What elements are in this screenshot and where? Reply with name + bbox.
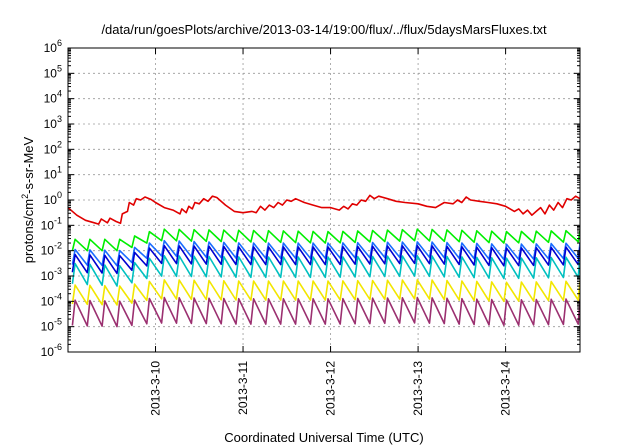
- series-layer: [68, 194, 580, 328]
- y-tick-label: 105: [44, 63, 62, 80]
- chart-title: /data/run/goesPlots/archive/2013-03-14/1…: [101, 22, 547, 37]
- y-tick-label: 102: [44, 139, 62, 156]
- y-tick-label: 100: [44, 190, 62, 207]
- y-tick-labels: 10-6 10-5 10-4 10-3 10-2 10-1 100 101 102 103 104 1…: [41, 38, 62, 359]
- y-tick-label: 101: [44, 165, 62, 182]
- y-tick-label: 104: [44, 89, 62, 106]
- y-tick-label: 10-1: [41, 215, 62, 232]
- y-tick-label: 106: [44, 38, 62, 55]
- x-tick-label: 2013-3-12: [324, 361, 338, 416]
- tick-layer: [68, 47, 580, 353]
- y-tick-label: 103: [44, 114, 62, 131]
- series-line-3: [71, 244, 580, 275]
- series-line-0: [68, 194, 580, 225]
- y-tick-label: 10-2: [41, 241, 62, 258]
- x-tick-label: 2013-3-10: [149, 361, 163, 416]
- y-axis-title-superscript: 2: [20, 194, 30, 199]
- x-tick-label: 2013-3-13: [411, 361, 425, 416]
- series-line-6: [71, 296, 580, 328]
- x-axis-title: Coordinated Universal Time (UTC): [224, 430, 423, 445]
- x-tick-labels: 2013-3-10 2013-3-11 2013-3-12 2013-3-13 2013…: [149, 361, 513, 416]
- y-axis-title-part2: -s-sr-MeV: [21, 136, 36, 193]
- grid-layer: [68, 48, 580, 352]
- series-line-1: [71, 228, 580, 252]
- y-tick-label: 10-4: [41, 291, 62, 308]
- y-tick-label: 10-6: [41, 342, 62, 359]
- y-tick-label: 10-3: [41, 266, 62, 283]
- y-axis-title-part1: protons/cm: [21, 199, 36, 263]
- series-line-4: [71, 255, 580, 287]
- y-axis-title: protons/cm2-s-sr-MeV: [20, 136, 36, 263]
- y-tick-label: 10-5: [41, 317, 62, 334]
- series-line-5: [71, 279, 580, 306]
- x-tick-label: 2013-3-14: [499, 361, 513, 416]
- x-tick-label: 2013-3-11: [236, 361, 250, 415]
